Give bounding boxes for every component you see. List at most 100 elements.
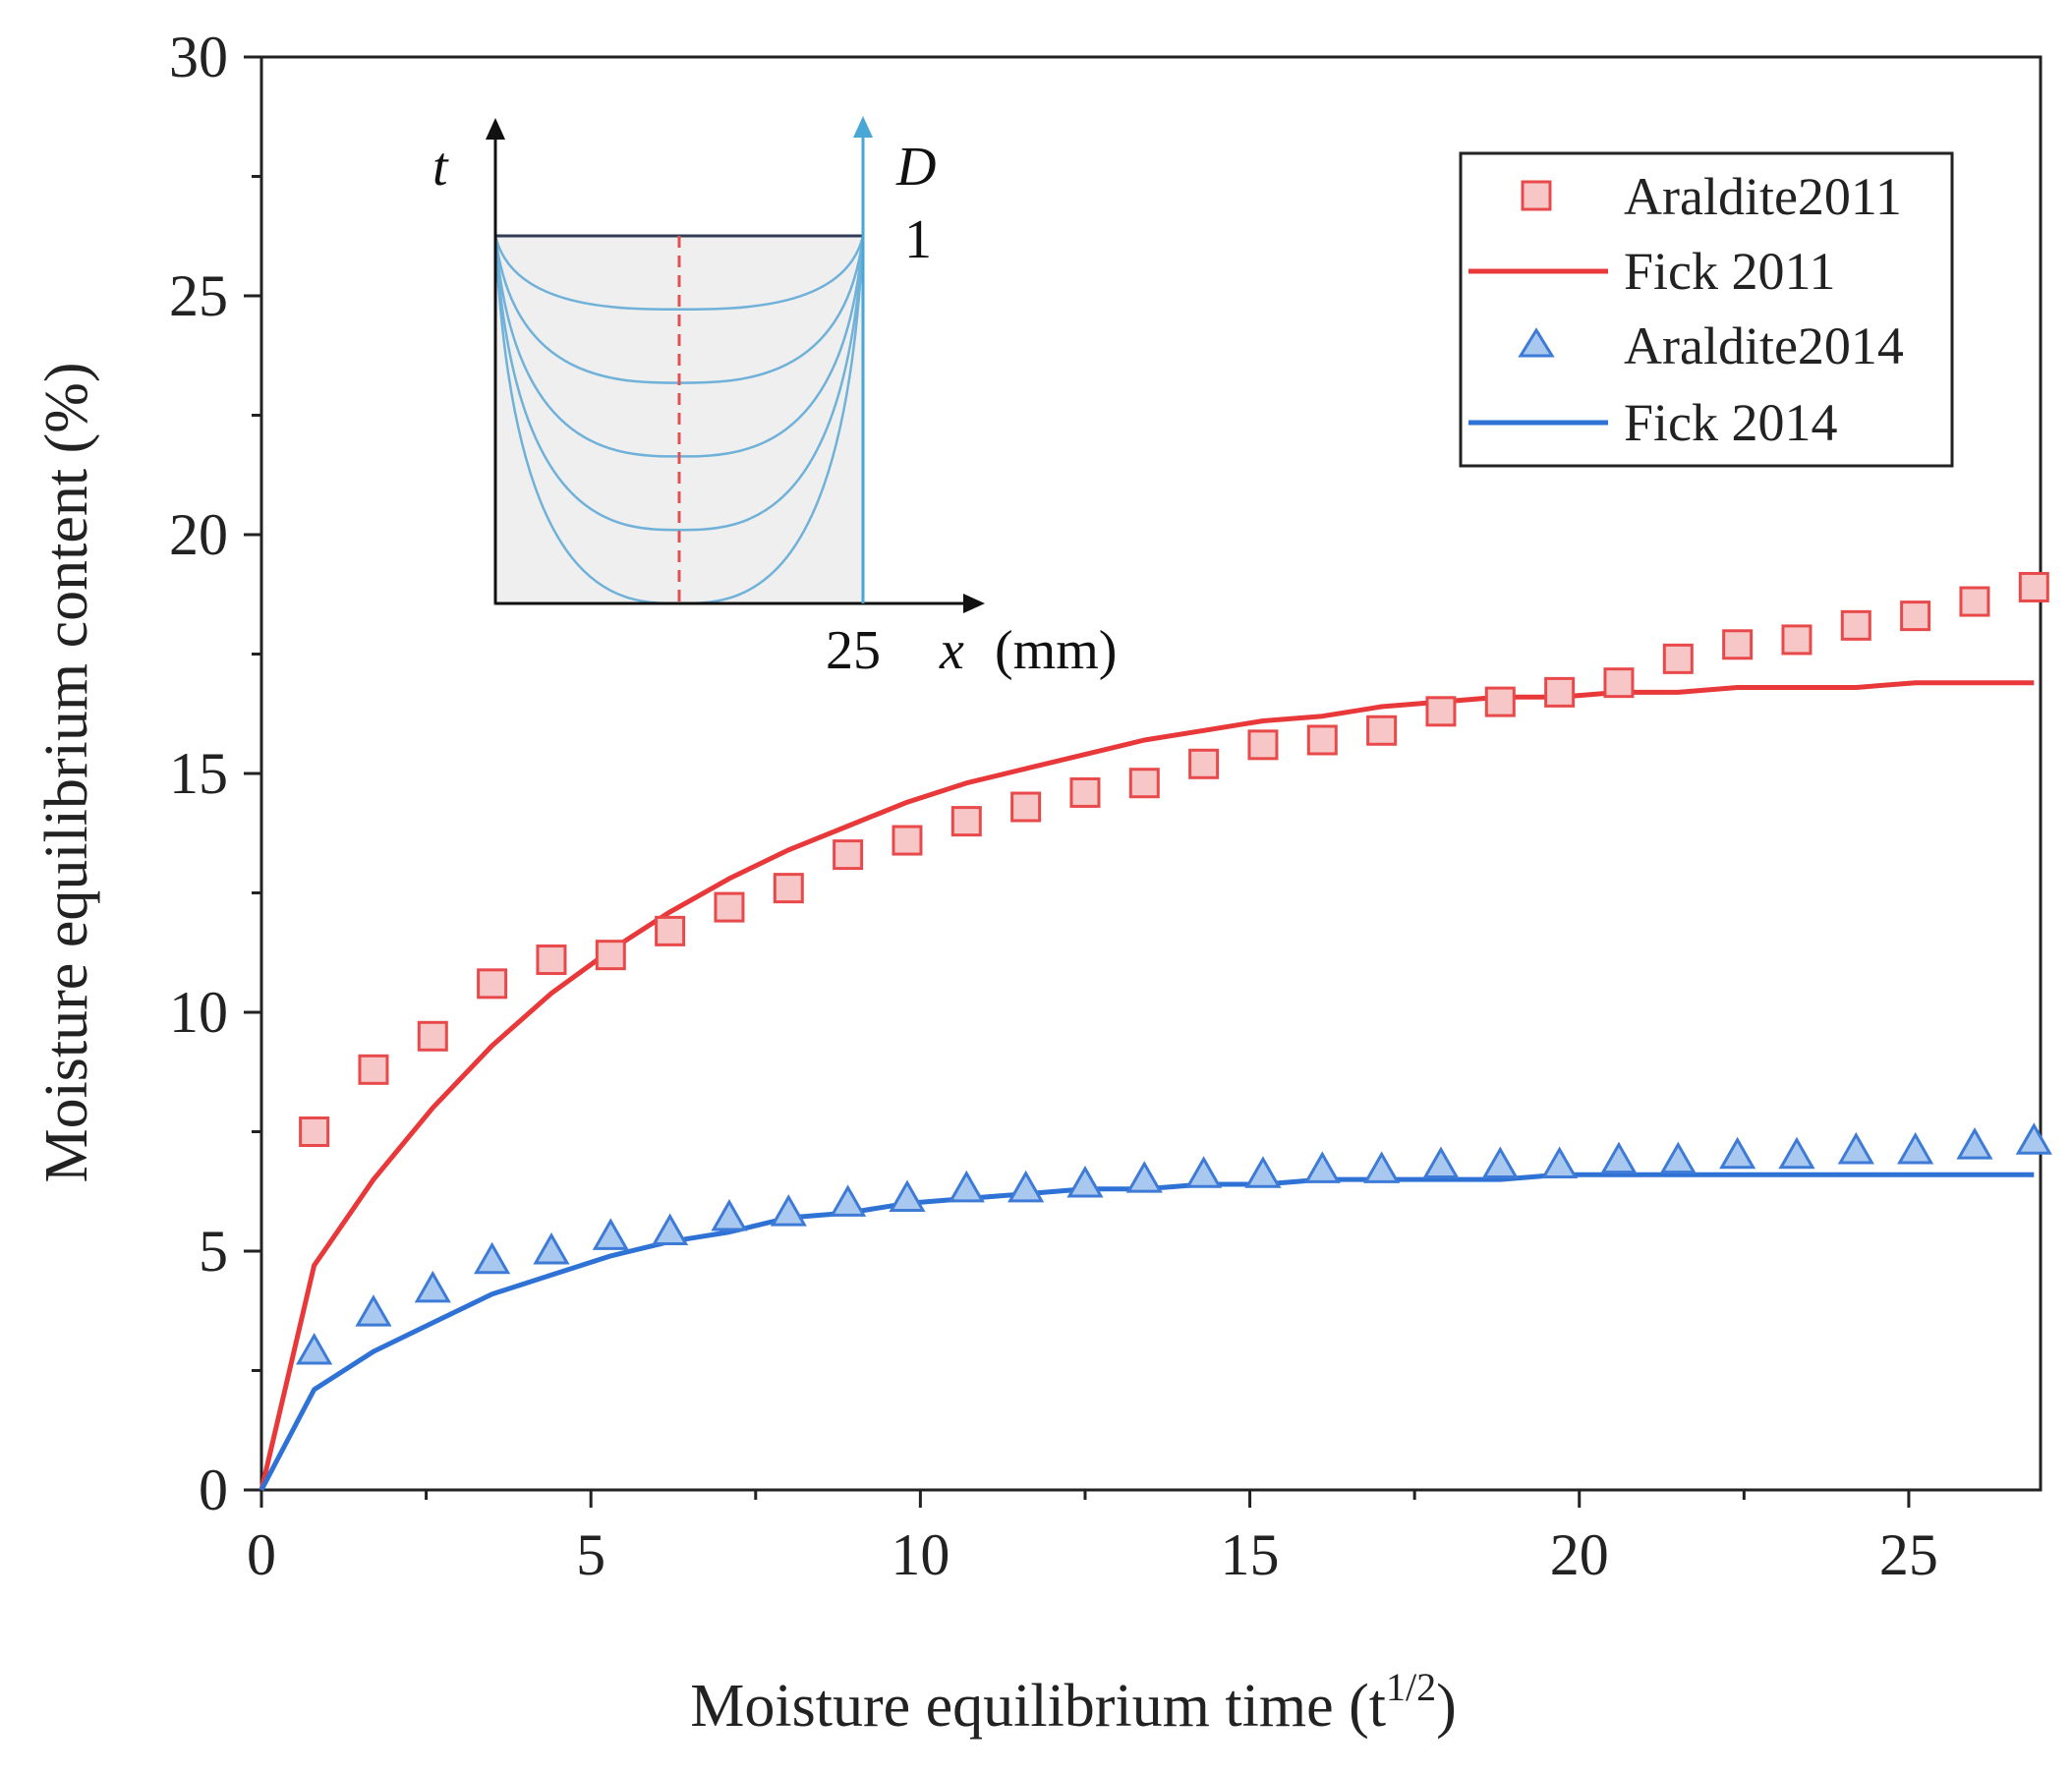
axes: 0 5 10 15 20 25 0 5 10 15 20 25 30	[169, 25, 1938, 1587]
data-point-araldite2014	[2015, 1122, 2052, 1155]
data-point-araldite2014	[533, 1231, 570, 1265]
legend-label-araldite2014: Araldite2014	[1624, 316, 1904, 375]
data-point-araldite2014	[474, 1241, 511, 1275]
data-point-araldite2011	[536, 944, 567, 976]
data-point-araldite2014	[355, 1294, 392, 1327]
data-point-araldite2011	[714, 891, 745, 923]
data-point-araldite2011	[1247, 729, 1279, 761]
data-point-araldite2014	[1007, 1170, 1045, 1203]
y-tick-label: 30	[169, 25, 228, 89]
x-axis-title-sup: 1/2	[1386, 1665, 1436, 1709]
inset-x-unit: (mm)	[995, 620, 1117, 681]
data-point-araldite2011	[477, 968, 508, 1000]
y-tick-label: 20	[169, 502, 228, 567]
data-point-araldite2011	[1900, 601, 1931, 632]
y-axis-title: Moisture equilibrium content (%)	[33, 362, 100, 1182]
x-axis-title: Moisture equilibrium time (t1/2)	[690, 1665, 1457, 1740]
data-point-araldite2014	[1185, 1156, 1223, 1188]
data-point-araldite2011	[358, 1054, 389, 1085]
data-point-araldite2011	[950, 806, 982, 837]
y-tick-label: 0	[199, 1458, 228, 1522]
legend-label-fick2011: Fick 2011	[1624, 242, 1836, 301]
y-tick-label: 5	[199, 1219, 228, 1284]
y-tick-label: 15	[169, 741, 228, 806]
inset-x-label: x	[939, 620, 964, 681]
legend-marker-araldite2014	[1518, 327, 1555, 358]
data-point-araldite2014	[652, 1213, 689, 1246]
data-point-araldite2014	[1066, 1165, 1104, 1198]
legend: Araldite2011 Fick 2011 Araldite2014 Fick…	[1459, 151, 1954, 468]
data-point-araldite2014	[414, 1270, 451, 1303]
data-point-araldite2011	[1781, 624, 1813, 656]
data-point-araldite2014	[1422, 1146, 1460, 1179]
data-point-araldite2011	[1306, 724, 1338, 756]
data-point-araldite2011	[595, 940, 626, 971]
data-point-araldite2011	[833, 839, 864, 871]
data-point-araldite2014	[1125, 1161, 1163, 1193]
data-point-araldite2014	[889, 1179, 926, 1213]
inset-x-end-label: 25	[826, 620, 881, 681]
data-point-araldite2014	[948, 1170, 985, 1203]
inset-d-label: D	[895, 137, 936, 198]
data-point-araldite2014	[592, 1218, 629, 1250]
x-axis-title-main: Moisture equilibrium time (t	[690, 1673, 1386, 1740]
legend-marker-araldite2011	[1521, 180, 1552, 211]
inset-t-arrow-icon	[486, 118, 505, 140]
data-point-araldite2014	[1600, 1141, 1638, 1174]
data-point-araldite2011	[892, 825, 923, 856]
data-point-araldite2011	[417, 1020, 448, 1052]
x-tick-label: 10	[891, 1522, 950, 1587]
data-point-araldite2014	[1541, 1146, 1579, 1179]
data-point-araldite2011	[1484, 686, 1516, 717]
data-point-araldite2014	[711, 1198, 748, 1231]
data-point-araldite2014	[1956, 1127, 1993, 1160]
legend-label-fick2014: Fick 2014	[1624, 393, 1838, 452]
data-point-araldite2011	[2018, 571, 2049, 602]
x-tick-label: 15	[1221, 1522, 1280, 1587]
data-point-araldite2011	[1603, 667, 1635, 699]
data-point-araldite2014	[1303, 1151, 1341, 1183]
series-layer	[259, 571, 2052, 1492]
data-point-araldite2014	[1837, 1131, 1874, 1165]
y-tick-label: 25	[169, 263, 228, 328]
data-point-araldite2011	[1128, 768, 1160, 799]
inset-profile-curve	[493, 235, 865, 312]
x-tick-label: 0	[247, 1522, 276, 1587]
data-point-araldite2014	[1719, 1136, 1756, 1170]
data-point-araldite2011	[1662, 643, 1694, 674]
data-point-araldite2014	[830, 1184, 867, 1217]
data-point-araldite2011	[299, 1116, 330, 1147]
inset-profile-curve	[493, 235, 865, 532]
x-tick-label: 25	[1879, 1522, 1938, 1587]
series-line-fick2011	[259, 680, 2035, 1491]
data-point-araldite2014	[1778, 1136, 1815, 1170]
data-point-araldite2014	[1481, 1146, 1519, 1179]
data-point-araldite2014	[770, 1194, 807, 1227]
x-axis-title-close: )	[1436, 1673, 1457, 1740]
inset-diagram: t D 1 25 x (mm)	[432, 116, 1117, 681]
data-point-araldite2011	[1840, 609, 1871, 641]
data-point-araldite2011	[1959, 586, 1990, 617]
inset-x-arrow-icon	[963, 594, 985, 613]
data-point-araldite2011	[1425, 696, 1457, 727]
inset-d-arrow-icon	[853, 116, 873, 138]
series-line-fick2014	[259, 1172, 2035, 1492]
x-tick-label: 5	[576, 1522, 605, 1587]
data-point-araldite2014	[1363, 1151, 1401, 1183]
data-point-araldite2011	[1722, 629, 1754, 660]
data-point-araldite2011	[1069, 776, 1101, 808]
data-point-araldite2014	[1897, 1131, 1934, 1165]
data-point-araldite2011	[1010, 791, 1042, 823]
data-point-araldite2014	[296, 1333, 333, 1365]
data-point-araldite2014	[1659, 1141, 1697, 1174]
y-tick-label: 10	[169, 980, 228, 1045]
legend-label-araldite2011: Araldite2011	[1624, 167, 1902, 226]
data-point-araldite2011	[1544, 676, 1576, 708]
data-point-araldite2014	[1244, 1156, 1282, 1188]
x-tick-label: 20	[1550, 1522, 1609, 1587]
inset-t-label: t	[432, 137, 449, 198]
data-point-araldite2011	[1366, 715, 1398, 746]
data-point-araldite2011	[773, 873, 804, 904]
inset-d-value: 1	[904, 209, 932, 270]
